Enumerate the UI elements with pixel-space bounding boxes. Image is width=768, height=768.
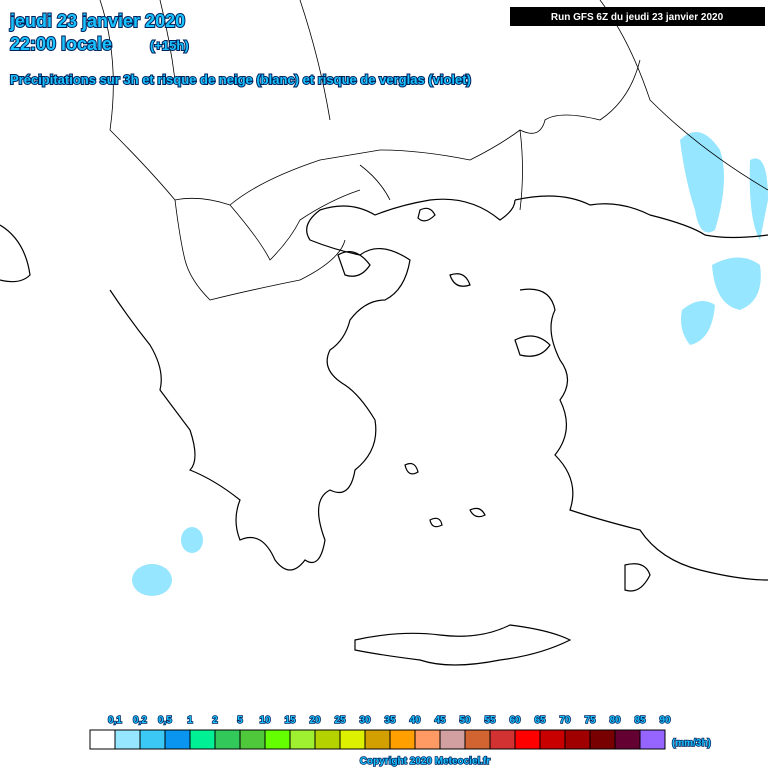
legend: 0,1 0,2 0,5 1 2 5 10 15 20 25 30 35 40 45 50 55 60 65 70 75… — [89, 714, 672, 750]
island — [337, 251, 371, 277]
legend-swatch — [164, 729, 191, 750]
precip-area — [749, 158, 768, 240]
run-label: Run GFS 6Z du jeudi 23 janvier 2020 — [551, 12, 724, 23]
legend-swatch — [589, 729, 616, 750]
legend-label: 85 — [634, 715, 646, 726]
legend-swatch — [639, 729, 666, 750]
island — [354, 624, 572, 666]
legend-label: 65 — [534, 715, 546, 726]
legend-unit: (mm/3h) — [672, 738, 711, 749]
legend-label: 0,1 — [108, 715, 122, 726]
legend-swatch — [514, 729, 541, 750]
island — [514, 335, 551, 357]
subtitle: Précipitations sur 3h et risque de neige… — [10, 72, 471, 87]
precip-area — [680, 132, 724, 233]
coastline — [514, 195, 768, 239]
legend-swatch — [489, 729, 516, 750]
legend-label: 80 — [609, 715, 621, 726]
legend-label: 0,5 — [158, 715, 172, 726]
legend-label: 40 — [409, 715, 421, 726]
legend-label: 5 — [237, 715, 243, 726]
coastline — [519, 288, 768, 581]
legend-label: 35 — [384, 715, 396, 726]
legend-label: 75 — [584, 715, 596, 726]
legend-label: 60 — [509, 715, 521, 726]
border — [359, 0, 768, 211]
legend-label: 10 — [259, 715, 271, 726]
legend-swatch — [464, 729, 491, 750]
legend-swatch — [364, 729, 391, 750]
legend-label: 90 — [659, 715, 671, 726]
island — [624, 563, 651, 592]
legend-swatch — [89, 729, 116, 750]
legend-swatch — [289, 729, 316, 750]
border — [174, 199, 346, 301]
legend-swatch — [214, 729, 241, 750]
legend-label: 50 — [459, 715, 471, 726]
legend-swatch — [314, 729, 341, 750]
legend-swatch — [389, 729, 416, 750]
border — [229, 189, 361, 261]
coastline — [0, 224, 31, 283]
legend-swatch — [564, 729, 591, 750]
legend-swatch — [114, 729, 141, 750]
legend-label: 2 — [212, 715, 218, 726]
precip-area — [712, 257, 761, 310]
legend-swatch — [239, 729, 266, 750]
precip-area — [132, 564, 172, 596]
legend-swatch — [439, 729, 466, 750]
legend-swatch — [189, 729, 216, 750]
legend-label: 0,2 — [133, 715, 147, 726]
legend-label: 55 — [484, 715, 496, 726]
legend-swatch — [614, 729, 641, 750]
precip-area — [181, 527, 203, 553]
copyright: Copyright 2020 Meteociel.fr — [360, 756, 491, 767]
border — [99, 0, 641, 206]
island — [449, 273, 471, 287]
lead-time: (+15h) — [150, 38, 189, 53]
run-box — [510, 7, 765, 26]
coastline — [109, 198, 516, 571]
legend-swatch — [339, 729, 366, 750]
legend-label: 30 — [359, 715, 371, 726]
border — [159, 0, 331, 121]
legend-swatch — [539, 729, 566, 750]
time: 22:00 locale — [10, 34, 112, 54]
precip-area — [681, 301, 715, 345]
legend-swatch — [414, 729, 441, 750]
legend-swatch — [264, 729, 291, 750]
island — [404, 462, 486, 528]
legend-label: 15 — [284, 715, 296, 726]
island — [417, 207, 436, 222]
legend-label: 70 — [559, 715, 571, 726]
legend-swatch — [139, 729, 166, 750]
legend-label: 1 — [187, 715, 193, 726]
legend-label: 25 — [334, 715, 346, 726]
legend-label: 45 — [434, 715, 446, 726]
legend-label: 20 — [309, 715, 321, 726]
date: jeudi 23 janvier 2020 — [9, 11, 185, 31]
